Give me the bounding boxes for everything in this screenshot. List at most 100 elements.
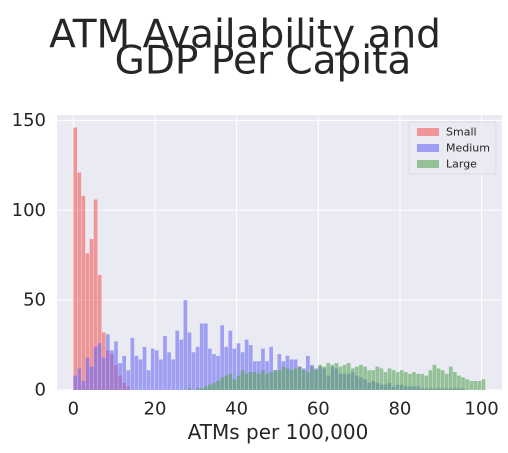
bar-medium xyxy=(224,346,229,390)
bar-medium xyxy=(171,359,175,390)
bar-large xyxy=(330,364,335,390)
bar-medium xyxy=(203,323,208,390)
bar-medium xyxy=(93,346,98,390)
x-tick-label: 80 xyxy=(388,399,411,420)
bar-medium xyxy=(110,350,114,390)
bar-large xyxy=(477,381,482,390)
bar-large xyxy=(248,372,253,390)
bar-large xyxy=(399,370,404,390)
bar-medium xyxy=(175,330,180,390)
bar-medium xyxy=(261,348,265,390)
bar-medium xyxy=(248,345,253,390)
bar-large xyxy=(359,364,363,390)
bar-large xyxy=(424,375,429,390)
bar-large xyxy=(342,364,347,390)
y-tick-label: 0 xyxy=(35,380,46,401)
bar-small xyxy=(89,239,94,390)
bar-medium xyxy=(199,323,204,390)
bar-medium xyxy=(85,357,90,390)
bar-large xyxy=(261,370,265,390)
bar-large xyxy=(395,372,400,390)
bar-large xyxy=(420,373,425,390)
bars-large xyxy=(187,363,486,390)
bar-large xyxy=(404,372,408,390)
bar-medium xyxy=(138,359,143,390)
bar-large xyxy=(326,363,331,390)
bar-medium xyxy=(232,348,237,390)
bar-medium xyxy=(179,339,184,390)
legend-swatch-large xyxy=(417,160,439,168)
bar-large xyxy=(408,373,412,390)
bar-large xyxy=(216,381,220,390)
bar-medium xyxy=(228,330,233,390)
bar-large xyxy=(444,373,449,390)
x-axis-label: ATMs per 100,000 xyxy=(188,420,369,444)
bar-large xyxy=(318,364,322,390)
x-tick-label: 60 xyxy=(307,399,330,420)
bar-large xyxy=(371,370,376,390)
bar-large xyxy=(363,366,367,390)
bar-large xyxy=(289,370,294,390)
grid-lines xyxy=(57,115,502,391)
y-tick-label: 50 xyxy=(23,290,46,311)
bar-large xyxy=(338,366,343,390)
bar-medium xyxy=(146,370,151,390)
bar-large xyxy=(232,379,237,390)
bar-large xyxy=(416,373,420,390)
bar-large xyxy=(428,370,433,390)
chart-title-line-1: ATM Availability and xyxy=(49,13,441,58)
bar-medium xyxy=(163,336,167,390)
bar-medium xyxy=(134,355,139,390)
bar-large xyxy=(481,379,486,390)
bar-large xyxy=(240,370,245,390)
bar-large xyxy=(244,373,249,390)
bar-large xyxy=(355,366,359,390)
bar-large xyxy=(457,375,461,390)
bar-medium xyxy=(244,339,249,390)
bar-medium xyxy=(130,337,135,390)
bar-large xyxy=(277,370,282,390)
bar-large xyxy=(432,364,437,390)
bar-small xyxy=(85,253,90,390)
bar-large xyxy=(387,368,392,390)
bar-large xyxy=(436,368,441,390)
bar-large xyxy=(228,373,233,390)
bar-medium xyxy=(81,381,86,390)
bar-large xyxy=(391,370,396,390)
x-tick-label: 40 xyxy=(225,399,248,420)
bar-medium xyxy=(183,300,188,390)
bar-medium xyxy=(212,354,216,390)
x-tick-label: 0 xyxy=(68,399,79,420)
bar-large xyxy=(281,366,286,390)
bar-medium xyxy=(167,352,171,390)
bar-medium xyxy=(195,346,200,390)
bar-large xyxy=(293,368,298,390)
legend-swatch-medium xyxy=(417,144,439,152)
bar-large xyxy=(346,363,351,390)
bar-large xyxy=(265,373,269,390)
bar-large xyxy=(375,366,380,390)
bar-medium xyxy=(126,370,131,390)
y-tick-label: 150 xyxy=(12,110,46,131)
bar-medium xyxy=(236,343,241,390)
bar-large xyxy=(473,381,478,390)
bar-large xyxy=(448,366,453,390)
bar-large xyxy=(440,370,445,390)
bar-large xyxy=(285,368,290,390)
bar-large xyxy=(453,372,457,390)
bar-medium xyxy=(97,343,102,390)
bar-large xyxy=(220,377,224,390)
x-tick-label: 100 xyxy=(464,399,498,420)
chart-title-line-2: GDP Per Capita xyxy=(115,39,412,84)
bar-medium xyxy=(89,366,94,390)
x-tick-label: 20 xyxy=(144,399,167,420)
bar-large xyxy=(301,370,306,390)
bar-large xyxy=(465,379,469,390)
bar-medium xyxy=(159,359,163,390)
bar-large xyxy=(461,377,465,390)
bar-large xyxy=(199,388,204,390)
bar-large xyxy=(334,363,339,390)
bar-medium xyxy=(216,355,220,390)
